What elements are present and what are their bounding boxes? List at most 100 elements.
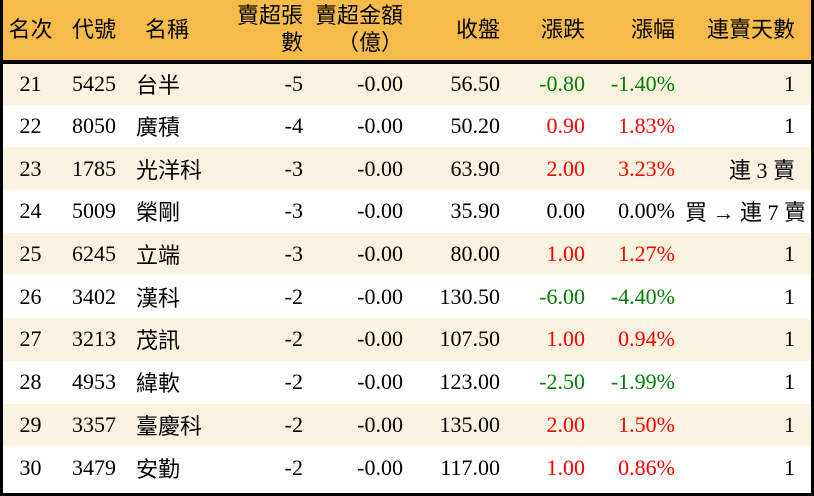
change-cell: 1.00 — [546, 454, 586, 480]
change-cell: 1.00 — [546, 326, 586, 352]
sell-volume-cell: -3 — [284, 155, 303, 181]
header-sell-amount: 賣超金額 （億） — [313, 0, 413, 64]
table-row: 23 1785 光洋科 -3 -0.00 63.90 2.00 3.23% 連 3 賣 — [3, 147, 811, 191]
rank-cell: 25 — [19, 241, 42, 267]
table-row: 29 3357 臺慶科 -2 -0.00 135.00 2.00 1.50% 1 — [3, 403, 811, 447]
name-cell: 茂訊 — [136, 328, 181, 354]
name-cell: 台半 — [136, 73, 181, 99]
sell-amount-cell: -0.00 — [357, 198, 403, 224]
table-row: 24 5009 榮剛 -3 -0.00 35.90 0.00 0.00% 買 → 連 7 賣 — [3, 190, 811, 233]
streak-cell: 1 — [784, 113, 795, 139]
code-cell: 3479 — [72, 454, 116, 480]
name-cell: 立端 — [136, 243, 181, 269]
change-pct-cell: -1.40% — [610, 71, 675, 97]
table-row: 25 6245 立端 -3 -0.00 80.00 1.00 1.27% 1 — [3, 232, 811, 276]
name-cell: 漢科 — [136, 285, 181, 311]
sell-amount-cell: -0.00 — [357, 71, 403, 97]
header-row: 名次 代號 名稱 賣超張數 賣超金額 （億） 收盤 漲跌 漲幅 連賣天數 — [3, 0, 811, 64]
streak-cell: 1 — [784, 326, 795, 352]
change-cell: -0.80 — [539, 71, 585, 97]
rank-cell: 23 — [19, 155, 42, 181]
change-pct-cell: 0.86% — [618, 454, 675, 480]
header-streak: 連賣天數 — [685, 0, 811, 64]
change-pct-cell: 3.23% — [618, 155, 675, 181]
close-cell: 130.50 — [439, 283, 501, 309]
close-cell: 80.00 — [450, 241, 501, 267]
rank-cell: 27 — [19, 326, 42, 352]
change-cell: 2.00 — [546, 155, 586, 181]
code-cell: 6245 — [72, 241, 116, 267]
header-code: 代號 — [58, 0, 130, 64]
header-rank: 名次 — [3, 0, 58, 64]
rank-cell: 30 — [19, 454, 42, 480]
rank-cell: 26 — [19, 283, 42, 309]
rank-cell: 22 — [19, 113, 42, 139]
change-pct-cell: 1.50% — [618, 411, 675, 437]
streak-cell: 1 — [784, 283, 795, 309]
sell-amount-cell: -0.00 — [357, 411, 403, 437]
sell-volume-cell: -2 — [284, 283, 303, 309]
code-cell: 5425 — [72, 71, 116, 97]
close-cell: 135.00 — [439, 411, 501, 437]
table-body: 21 5425 台半 -5 -0.00 56.50 -0.80 -1.40% 1 22 8050 廣積… — [3, 62, 811, 489]
name-cell: 安勤 — [136, 456, 181, 482]
sell-amount-cell: -0.00 — [357, 369, 403, 395]
code-cell: 4953 — [72, 369, 116, 395]
change-cell: 0.90 — [546, 113, 586, 139]
name-cell: 榮剛 — [136, 200, 181, 226]
streak-cell: 連 3 賣 — [728, 157, 795, 183]
table-row: 30 3479 安勤 -2 -0.00 117.00 1.00 0.86% 1 — [3, 446, 811, 489]
streak-cell: 買 → 連 7 賣 — [685, 200, 807, 226]
sell-volume-cell: -2 — [284, 454, 303, 480]
close-cell: 35.90 — [450, 198, 501, 224]
close-cell: 56.50 — [450, 71, 501, 97]
rank-cell: 28 — [19, 369, 42, 395]
close-cell: 123.00 — [439, 369, 501, 395]
sell-amount-cell: -0.00 — [357, 113, 403, 139]
streak-cell: 1 — [784, 454, 795, 480]
change-pct-cell: 1.27% — [618, 241, 675, 267]
streak-cell: 1 — [784, 411, 795, 437]
change-cell: 1.00 — [546, 241, 586, 267]
sell-volume-cell: -5 — [284, 71, 303, 97]
code-cell: 5009 — [72, 198, 116, 224]
table-row: 21 5425 台半 -5 -0.00 56.50 -0.80 -1.40% 1 — [3, 62, 811, 105]
table-row: 27 3213 茂訊 -2 -0.00 107.50 1.00 0.94% 1 — [3, 318, 811, 361]
close-cell: 107.50 — [439, 326, 501, 352]
header-name: 名稱 — [130, 0, 225, 64]
change-pct-cell: 1.83% — [618, 113, 675, 139]
streak-cell: 1 — [784, 71, 795, 97]
sell-volume-cell: -4 — [284, 113, 303, 139]
sell-over-ranking-table: 名次 代號 名稱 賣超張數 賣超金額 （億） 收盤 漲跌 漲幅 連賣天數 21 5425 台半 -5 -… — [3, 0, 811, 489]
table-row: 28 4953 緯軟 -2 -0.00 123.00 -2.50 -1.99% 1 — [3, 360, 811, 404]
change-cell: 0.00 — [546, 198, 586, 224]
sell-volume-cell: -3 — [284, 198, 303, 224]
change-pct-cell: 0.00% — [618, 198, 675, 224]
change-pct-cell: -4.40% — [610, 283, 675, 309]
code-cell: 3402 — [72, 283, 116, 309]
table-header: 名次 代號 名稱 賣超張數 賣超金額 （億） 收盤 漲跌 漲幅 連賣天數 — [3, 0, 811, 64]
header-change-pct: 漲幅 — [595, 0, 685, 64]
code-cell: 8050 — [72, 113, 116, 139]
sell-amount-cell: -0.00 — [357, 155, 403, 181]
name-cell: 緯軟 — [136, 371, 181, 397]
code-cell: 1785 — [72, 155, 116, 181]
code-cell: 3357 — [72, 411, 116, 437]
header-change: 漲跌 — [510, 0, 595, 64]
sell-volume-cell: -2 — [284, 369, 303, 395]
name-cell: 臺慶科 — [136, 413, 203, 439]
header-close: 收盤 — [413, 0, 510, 64]
name-cell: 光洋科 — [136, 157, 203, 183]
sell-volume-cell: -2 — [284, 411, 303, 437]
sell-amount-cell: -0.00 — [357, 454, 403, 480]
change-pct-cell: 0.94% — [618, 326, 675, 352]
rank-cell: 24 — [19, 198, 42, 224]
sell-amount-cell: -0.00 — [357, 283, 403, 309]
code-cell: 3213 — [72, 326, 116, 352]
streak-cell: 1 — [784, 241, 795, 267]
close-cell: 117.00 — [440, 454, 500, 480]
rank-cell: 29 — [19, 411, 42, 437]
name-cell: 廣積 — [136, 115, 181, 141]
header-sell-volume: 賣超張數 — [225, 0, 313, 64]
